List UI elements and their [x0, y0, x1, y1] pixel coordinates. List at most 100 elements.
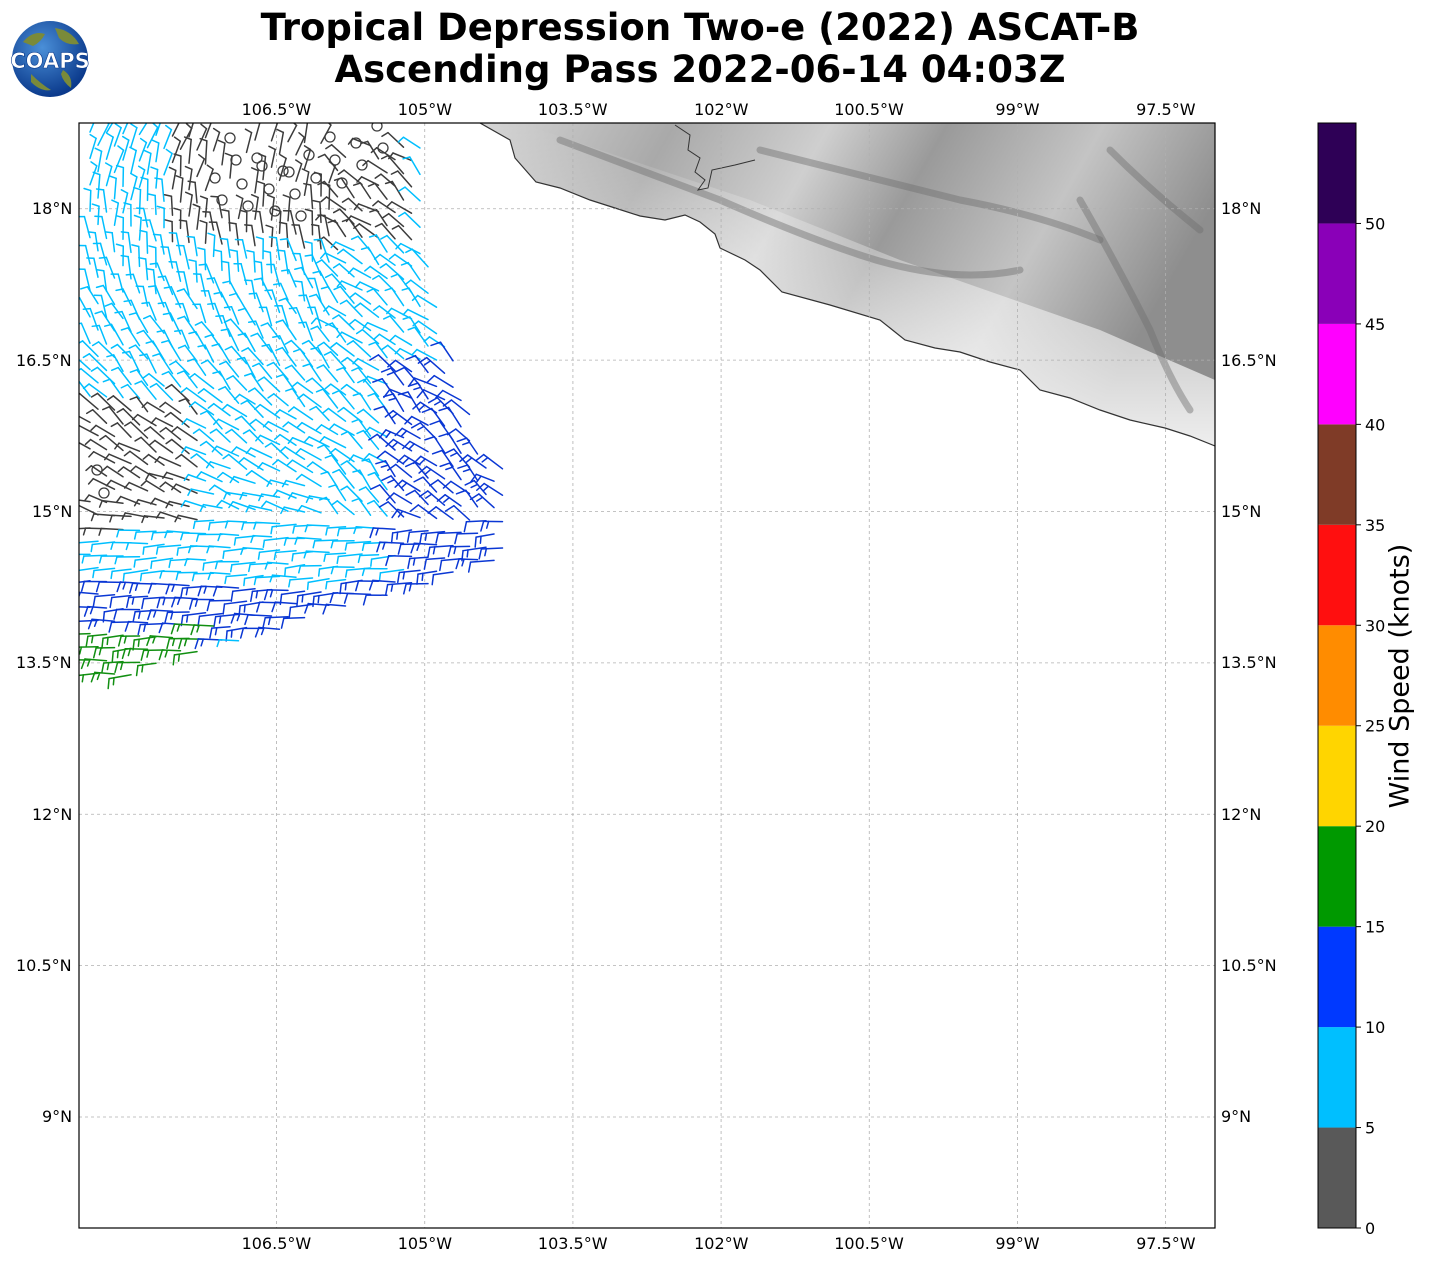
wind-barb [190, 453, 215, 469]
wind-barb [228, 500, 256, 511]
wind-barb [199, 137, 208, 165]
wind-barb [84, 438, 108, 451]
colorbar-label: Wind Speed (knots) [1384, 543, 1416, 809]
wind-barb [313, 238, 330, 263]
wind-barb [83, 187, 92, 212]
wind-barb [151, 139, 160, 163]
wind-barb [88, 450, 116, 464]
wind-barb [386, 463, 413, 478]
wind-barb [195, 533, 223, 542]
wind-barb [411, 348, 438, 361]
wind-barb [287, 436, 314, 447]
wind-barb [156, 597, 182, 609]
wind-barb [341, 218, 363, 238]
wind-barb [306, 277, 322, 303]
wind-barb [330, 540, 355, 549]
wind-barb [79, 672, 99, 683]
wind-barb [476, 482, 504, 496]
wind-barb [305, 377, 330, 395]
wind-barb [159, 570, 182, 579]
calm-wind-circle [289, 188, 301, 200]
wind-barb [139, 229, 149, 254]
wind-barb [304, 240, 314, 262]
colorbar-tick-label: 5 [1365, 1119, 1375, 1138]
calm-wind-circle [283, 166, 295, 178]
wind-barb [170, 623, 198, 635]
wind-barb [275, 346, 297, 367]
wind-barb [262, 420, 289, 433]
wind-barb [234, 238, 248, 259]
wind-barb [212, 127, 221, 152]
wind-barb [133, 556, 157, 568]
wind-barb [94, 147, 103, 173]
wind-barb [241, 347, 264, 366]
wind-barbs [79, 123, 504, 690]
wind-barb [430, 341, 454, 362]
wind-barb [85, 633, 108, 647]
wind-barb [89, 123, 95, 133]
wind-barb [384, 180, 405, 201]
wind-barb [192, 273, 207, 297]
wind-barb [140, 649, 165, 661]
wind-barb [235, 194, 244, 220]
wind-barb [435, 531, 462, 544]
colorbar-segment [1318, 123, 1356, 224]
wind-barb [95, 188, 108, 213]
wind-barb [147, 193, 157, 216]
wind-barb [234, 415, 256, 432]
wind-barb [254, 123, 261, 141]
wind-barb [438, 406, 462, 428]
lon-tick-label-top: 103.5°W [537, 99, 608, 119]
wind-barb [197, 247, 207, 271]
wind-barb [184, 165, 193, 191]
wind-barb [358, 486, 380, 503]
wind-barb [250, 534, 273, 544]
wind-barb [361, 458, 380, 477]
wind-barb [296, 591, 322, 607]
wind-barb [206, 599, 231, 612]
wind-barb [92, 594, 116, 608]
wind-barb [274, 304, 289, 328]
wind-barb [117, 635, 141, 647]
wind-barb [143, 426, 165, 440]
wind-barb [79, 606, 91, 608]
wind-barb [309, 405, 330, 422]
wind-barb [95, 284, 116, 306]
wind-barb [134, 380, 157, 400]
wind-barb [384, 287, 405, 307]
wind-barb [328, 161, 336, 184]
wind-barb [110, 366, 132, 386]
wind-barb [339, 299, 363, 318]
wind-barb [397, 391, 421, 413]
wind-barb [324, 273, 347, 290]
wind-barb [352, 182, 372, 200]
colorbar-tick-label: 25 [1365, 717, 1385, 736]
wind-barb [82, 353, 108, 372]
wind-barb [330, 500, 355, 516]
wind-barb [323, 552, 347, 562]
wind-barb [356, 408, 380, 424]
wind-barb [230, 588, 256, 602]
wind-barb [310, 317, 339, 330]
wind-barb [94, 310, 116, 332]
wind-barb [174, 329, 190, 349]
wind-barb [210, 195, 223, 219]
wind-barb [297, 393, 322, 408]
wind-barb [330, 566, 355, 575]
wind-barb [411, 294, 438, 308]
colorbar-segment [1318, 725, 1356, 827]
wind-barb [141, 596, 165, 610]
wind-barb [278, 153, 287, 182]
wind-barb [447, 545, 471, 558]
wind-barb [257, 376, 281, 393]
wind-barb [181, 418, 207, 429]
wind-barb [357, 554, 380, 564]
wind-barb [79, 392, 99, 410]
wind-barb [266, 263, 281, 287]
wind-barb [155, 123, 161, 136]
wind-barb [410, 542, 438, 554]
wind-barb [248, 562, 273, 573]
wind-barb [79, 566, 99, 572]
wind-barb [117, 466, 141, 479]
colorbar-tick-label: 40 [1365, 415, 1385, 434]
